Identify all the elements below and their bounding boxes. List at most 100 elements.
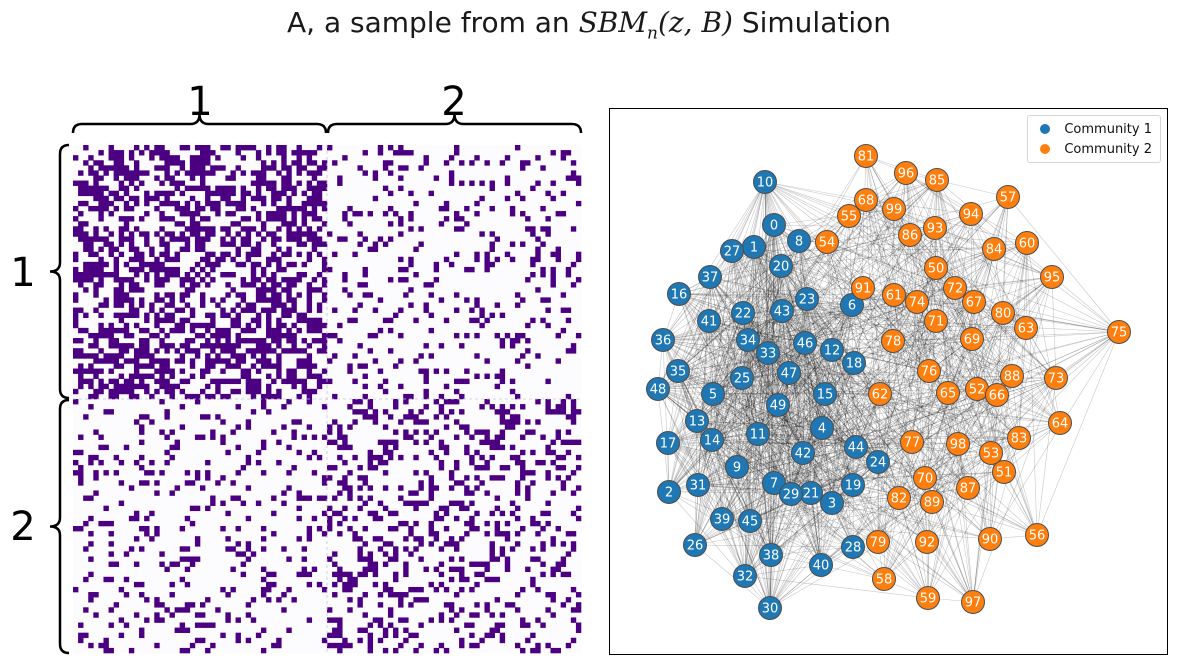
matrix-cell [230,566,236,573]
matrix-cell [133,581,140,588]
matrix-cell [484,576,490,583]
graph-node: 69 [960,327,984,351]
matrix-cell [250,266,257,273]
matrix-cell [347,205,353,212]
graph-node-label: 45 [742,515,759,530]
graph-edge [721,404,779,520]
matrix-cell [423,597,429,603]
matrix-cell [103,327,109,334]
matrix-cell [555,475,561,481]
matrix-cell [575,607,582,613]
matrix-cell [210,363,216,369]
graph-edge [924,377,1057,479]
matrix-cell [296,180,302,186]
matrix-cell [525,470,531,476]
matrix-cell [408,551,414,557]
graph-node: 6 [840,293,864,317]
matrix-cell [123,297,130,303]
graph-node: 9 [725,455,749,479]
matrix-cell [154,388,160,395]
matrix-cell [83,272,89,278]
graph-node: 17 [656,431,680,455]
matrix-cell [88,251,94,258]
graph-node: 1 [742,235,766,259]
matrix-cell [479,231,485,237]
matrix-cell [540,561,546,567]
matrix-cell [352,576,358,583]
matrix-cell [311,195,318,202]
matrix-cell [428,526,434,532]
matrix-cell [398,332,404,339]
matrix-cell [210,277,216,283]
matrix-cell [418,485,424,491]
matrix-cell [296,241,302,247]
matrix-cell [250,272,257,278]
graph-node-label: 87 [960,482,977,497]
matrix-cell [78,378,84,385]
matrix-cell [337,490,343,496]
matrix-cell [352,581,358,588]
matrix-cell [540,541,546,547]
matrix-cell [255,338,262,344]
matrix-cell [149,393,155,400]
graph-edge [741,155,867,379]
matrix-cell [169,266,175,273]
matrix-cell [210,393,216,400]
matrix-cell [337,642,343,649]
matrix-cell [210,297,216,303]
matrix-cell [205,327,211,334]
graph-edge [883,375,1013,580]
matrix-cell [271,231,277,237]
matrix-cell [159,358,165,364]
matrix-cell [443,317,450,324]
matrix-cell [255,287,262,293]
matrix-cell [205,358,211,364]
matrix-cell [560,409,567,415]
matrix-cell [159,180,165,186]
matrix-cell [88,272,94,278]
graph-edge [712,393,854,486]
matrix-cell [428,327,434,334]
graph-edge [802,342,806,454]
matrix-cell [245,424,252,430]
matrix-cell [78,363,84,369]
matrix-cell [169,327,175,334]
matrix-cell [260,627,267,633]
matrix-cell [459,343,465,349]
graph-node-marker [731,301,755,325]
matrix-cell [205,647,211,654]
graph-node: 64 [1048,411,1072,435]
matrix-cell [459,216,465,222]
matrix-cell [408,211,414,217]
graph-node: 37 [698,265,722,289]
matrix-cell [255,632,262,639]
matrix-cell [118,292,125,298]
matrix-cell [509,404,516,410]
matrix-cell [525,338,531,344]
matrix-cell [525,277,531,283]
matrix-cell [438,546,445,552]
matrix-cell [398,485,404,491]
matrix-cell [418,642,424,649]
matrix-cell [489,541,495,547]
matrix-cell [73,251,79,258]
graph-edge [781,215,850,312]
matrix-cell [128,246,135,252]
matrix-cell [494,627,501,633]
graph-node: 95 [1040,265,1064,289]
matrix-cell [316,581,323,588]
matrix-cell [113,343,120,349]
matrix-cell [164,363,170,369]
matrix-cell [306,287,313,293]
graph-node: 62 [868,382,892,406]
graph-edge [777,404,854,486]
graph-edge [694,377,743,546]
matrix-cell [154,165,160,171]
matrix-cell [266,231,272,237]
matrix-cell [230,175,236,181]
graph-node-label: 55 [841,210,858,225]
graph-node-marker [795,287,819,311]
matrix-cell [260,195,267,202]
graph-node-marker [841,535,865,559]
graph-edge [662,250,733,341]
